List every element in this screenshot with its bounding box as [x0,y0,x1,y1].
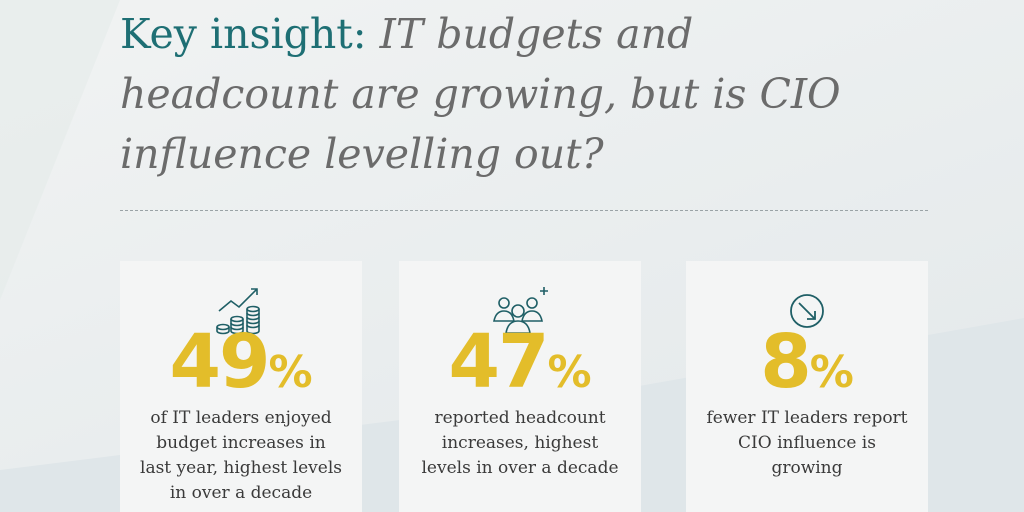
stat-number: 49 [169,319,270,405]
stat-unit: % [547,347,592,398]
title-question: IT budgets and headcount are growing, bu… [120,10,841,178]
title-lead: Key insight: [120,10,367,58]
stat-description: of IT leaders enjoyed budget increases i… [140,408,342,503]
stat-value: 47% [399,325,641,399]
stat-unit: % [268,347,313,398]
stat-value: 49% [120,325,362,399]
stat-unit: % [809,347,854,398]
stat-number: 8 [760,319,811,405]
dotted-divider [120,210,928,211]
page-title: Key insight: IT budgets and headcount ar… [120,4,920,184]
stat-card-budget: 49% of IT leaders enjoyed budget increas… [120,261,362,512]
stat-description: fewer IT leaders report CIO influence is… [706,408,908,478]
stat-card-headcount: 47% reported headcount increases, highes… [399,261,641,512]
downward-arrow-circle-icon [790,294,824,328]
stat-number: 47 [448,319,549,405]
stat-description: reported headcount increases, highest le… [421,408,619,478]
stat-value: 8% [686,325,928,399]
headcount-people-plus-icon [493,287,548,334]
budget-growth-coins-icon [216,288,260,335]
stat-card-cio-influence: 8% fewer IT leaders report CIO influence… [686,261,928,512]
